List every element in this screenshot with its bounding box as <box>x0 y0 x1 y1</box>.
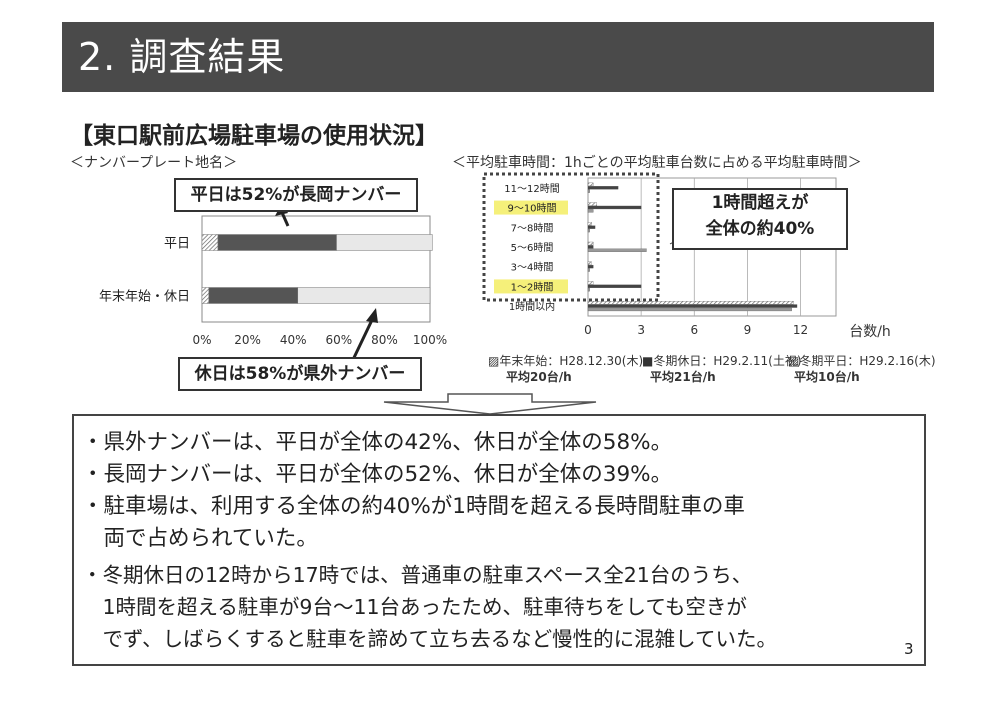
bar-新潟-1 <box>201 287 210 304</box>
right-chart-subtitle: ＜平均駐車時間：1hごとの平均駐車台数に占める平均駐車時間＞ <box>452 155 862 171</box>
right-xtick-label: 6 <box>690 323 698 337</box>
highlight-1 <box>494 200 568 215</box>
title-bar <box>62 22 934 92</box>
bar-新潟-0 <box>201 234 219 251</box>
dotted-highlight-box <box>482 172 660 302</box>
bar-series2-3 <box>587 248 647 252</box>
callout-bottom-arrowhead <box>366 308 378 323</box>
down-arrow-icon <box>383 393 597 415</box>
bar-series1-1 <box>587 205 642 210</box>
legend-series-1: ▨年末年始：H28.12.30(木) <box>488 354 644 368</box>
bar-長岡-1 <box>208 287 299 304</box>
right-xtick-label: 9 <box>744 323 752 337</box>
right-xaxis-label: 台数/h <box>849 324 891 340</box>
right-category-label: 9～10時間 <box>507 203 556 215</box>
callout-long-parking-line2: 全体の約40% <box>705 219 815 239</box>
right-category-label: 1～2時間 <box>511 281 554 293</box>
right-category-label: 3～4時間 <box>511 262 554 274</box>
bar-series1-5 <box>587 284 642 288</box>
summary-bullet-4: ・冬期休日の12時から17時では、普通車の駐車スペース全21台のうち、 <box>82 563 753 587</box>
bar-series2-5 <box>587 288 590 292</box>
callout-weekday: 平日は52%が長岡ナンバー <box>174 178 418 212</box>
bar-series1-3 <box>587 245 594 249</box>
summary-box <box>72 414 926 666</box>
section-heading: 【東口駅前広場駐車場の使用状況】 <box>70 123 438 149</box>
right-category-label: 5～6時間 <box>511 242 554 254</box>
bar-series0-4 <box>587 261 592 265</box>
left-xtick-label: 20% <box>234 333 261 347</box>
callout-holiday: 休日は58%が県外ナンバー <box>178 357 422 391</box>
left-xtick-label: 40% <box>280 333 307 347</box>
left-xtick-label: 60% <box>325 333 352 347</box>
legend-series-3: ▨冬期平日：H29.2.16(木) <box>788 354 936 368</box>
bar-series1-0 <box>587 186 619 190</box>
bar-series1-6 <box>587 304 798 308</box>
bar-series0-0 <box>587 182 594 187</box>
summary-bullet-1: ・県外ナンバーは、平日が全体の42%、休日が全体の58%。 <box>82 430 673 455</box>
left-xtick-label: 100% <box>413 333 447 347</box>
highlight-5 <box>494 279 568 294</box>
left-xtick-label: 80% <box>371 333 398 347</box>
legend-series-2-avg: 平均21台/h <box>650 370 716 384</box>
page-number: 3 <box>904 640 914 658</box>
left-chart-subtitle: ＜ナンバープレート地名＞ <box>70 155 238 171</box>
left-xtick-label: 0% <box>192 333 211 347</box>
bar-series0-2 <box>587 222 592 226</box>
right-category-label: 11～12時間 <box>504 183 559 195</box>
callout-long-parking: 1時間超えが 全体の約40% <box>672 188 848 250</box>
bar-series0-3 <box>587 241 594 246</box>
bar-県外-1 <box>297 287 431 304</box>
bar-series0-5 <box>587 281 594 285</box>
bar-series1-4 <box>587 264 594 269</box>
left-category-label: 年末年始・休日 <box>99 290 190 305</box>
bar-series1-2 <box>587 225 596 229</box>
callout-long-parking-line1: 1時間超えが <box>711 193 809 213</box>
bar-series2-0 <box>587 189 590 193</box>
left-category-label: 平日 <box>164 237 190 252</box>
right-category-label: 1時間以内 <box>509 300 555 313</box>
right-category-label: 7～8時間 <box>511 222 554 234</box>
bar-series0-1 <box>587 202 598 206</box>
legend-series-2: ■冬期休日：H29.2.11(土祝) <box>642 354 802 368</box>
bar-series2-1 <box>587 209 594 213</box>
summary-bullet-4-cont-1: 1時間を超える駐車が9台～11台あったため、駐車待ちをしても空きが <box>82 595 747 619</box>
bar-series2-4 <box>587 268 590 272</box>
legend-series-3-avg: 平均10台/h <box>794 370 860 384</box>
bar-series0-6 <box>587 300 794 305</box>
bar-県外-0 <box>336 234 433 251</box>
summary-bullet-3: ・駐車場は、利用する全体の約40%が1時間を超える長時間駐車の車 <box>82 494 745 519</box>
left-chart-plot-area <box>201 215 431 323</box>
summary-bullet-4-cont-2: でず、しばらくすると駐車を諦めて立ち去るなど慢性的に混雑していた。 <box>82 627 777 651</box>
bar-長岡-0 <box>217 234 337 251</box>
summary-bullet-3-cont: 両で占められていた。 <box>82 526 318 551</box>
bar-series2-2 <box>587 228 590 233</box>
right-xtick-label: 3 <box>637 323 645 337</box>
right-xtick-label: 0 <box>584 323 592 337</box>
bar-series2-6 <box>587 307 792 312</box>
right-xtick-label: 12 <box>793 323 808 337</box>
summary-bullet-2: ・長岡ナンバーは、平日が全体の52%、休日が全体の39%。 <box>82 462 673 487</box>
page-title: 2. 調査結果 <box>78 35 286 79</box>
legend-series-1-avg: 平均20台/h <box>506 370 572 384</box>
